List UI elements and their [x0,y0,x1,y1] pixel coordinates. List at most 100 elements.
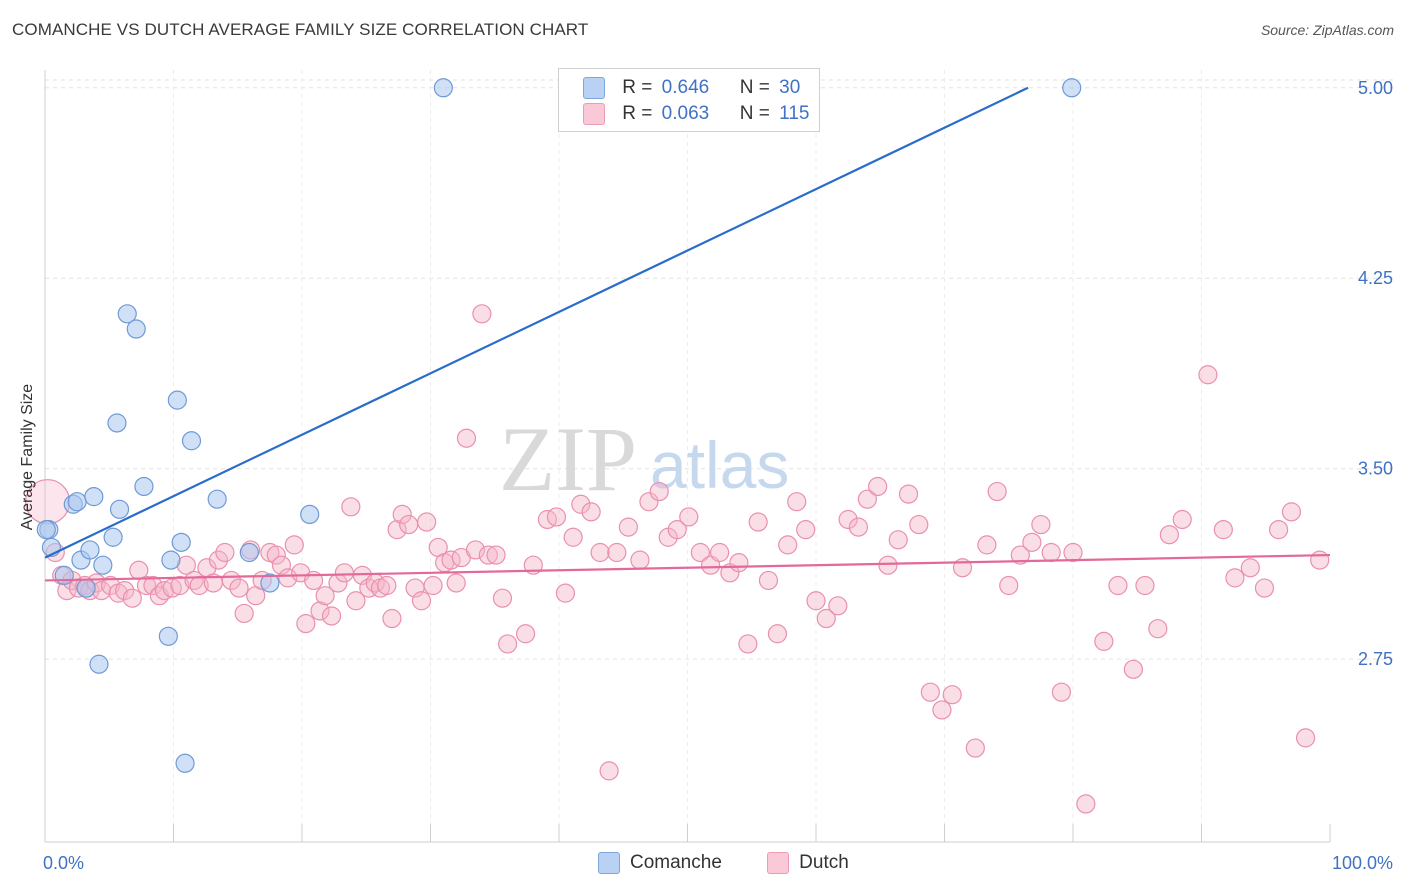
dutch-point [848,517,869,537]
comanche-point [89,654,109,674]
dutch-point [399,514,419,535]
comanche-point [171,532,191,552]
dutch-point [100,575,121,596]
stats-legend: R = 0.646 N = 30 R = 0.063 N = 115 [558,68,820,132]
dutch-point [1225,568,1245,588]
dutch-point [266,545,286,565]
dutch-point [1063,542,1083,563]
comanche-point [126,319,146,339]
legend-row-dutch: R = 0.063 N = 115 [583,103,809,127]
dutch-point [315,586,335,606]
comanche-point [300,504,320,525]
x-tick-label-max: 100.0% [1332,853,1393,873]
legend-comanche-swatch [598,852,620,874]
comanche-point [207,489,227,509]
comanche-point [239,542,259,563]
dutch-point [690,542,710,563]
y-axis-label: Average Family Size [19,384,36,531]
dutch-point [710,542,730,563]
dutch-point [738,634,758,654]
dutch-point [932,700,952,720]
comanche-point [36,520,56,540]
dutch-point [1123,659,1143,679]
dutch-point [1108,575,1128,596]
trend-layer [44,86,1331,582]
dutch-point [417,512,437,532]
dutch-point [1159,525,1179,545]
dutch-point [143,575,163,596]
source-label: Source: ZipAtlas.com [1260,22,1394,38]
dutch-point [546,507,567,527]
dutch-point [296,614,316,634]
dutch-point [492,588,513,608]
dutch-n-label: N = [739,103,770,125]
dutch-point [909,514,929,535]
legend-comanche-label: Comanche [630,852,722,873]
comanche-point [117,304,137,324]
legend-item-dutch: Dutch [767,852,849,874]
comanche-r-label: R = [622,77,653,99]
dutch-point [1094,631,1114,651]
comanche-r-value: 0.646 [661,77,710,99]
dutch-point [486,545,506,565]
comanche-point [109,499,130,519]
dutch-point [1076,794,1096,814]
dutch-point [310,601,330,621]
dutch-point [122,588,142,608]
dutch-point [170,575,190,596]
dutch-point [472,304,492,324]
comanche-points [36,78,1082,773]
dutch-point [1022,532,1042,552]
dutch-point [446,573,466,593]
y-tick-label: 5.00 [1358,78,1393,98]
dutch-point [1135,575,1155,596]
watermark: ZIP atlas [499,408,789,510]
dutch-point [1310,550,1330,570]
legend-item-comanche: Comanche [598,852,722,874]
dutch-point [618,517,638,537]
dutch-point [392,504,412,525]
dutch-point [411,591,432,611]
dutch-point [229,578,249,598]
dutch-point [581,502,601,522]
dutch-point [377,575,397,596]
dutch-point [555,583,576,603]
comanche-point [175,753,195,773]
comanche-point [84,487,104,507]
dutch-point [478,545,498,565]
dutch-point [1041,542,1061,563]
comanche-point [1062,78,1082,98]
dutch-point [1051,682,1072,702]
comanche-point [167,390,187,410]
dutch-point [423,575,443,596]
comanche-point [260,573,280,593]
dutch-point [977,535,997,555]
dutch-point [498,634,518,654]
comanche-point [103,527,123,547]
dutch-point [1031,514,1051,535]
watermark-atlas: atlas [650,428,789,502]
dutch-point [234,603,254,624]
dutch-point [868,476,888,497]
dutch-point [1198,365,1218,385]
dutch-point [607,542,627,563]
comanche-trend-line [44,86,1029,559]
comanche-point [76,578,96,598]
comanche-point [67,492,87,512]
dutch-point [387,520,407,540]
dutch-point [1010,545,1030,565]
dutch-point [456,428,477,448]
chart-title: COMANCHE VS DUTCH AVERAGE FAMILY SIZE CO… [12,20,589,39]
dutch-point [796,520,816,540]
dutch-point [1213,520,1233,540]
comanche-point [158,626,178,646]
dutch-point [563,527,583,547]
dutch-point [898,484,919,504]
dutch-point [215,542,235,563]
grid-layer [45,70,1395,842]
dutch-point [767,624,788,644]
dutch-point [748,512,768,532]
dutch-point [382,608,402,629]
dutch-point [888,530,908,550]
